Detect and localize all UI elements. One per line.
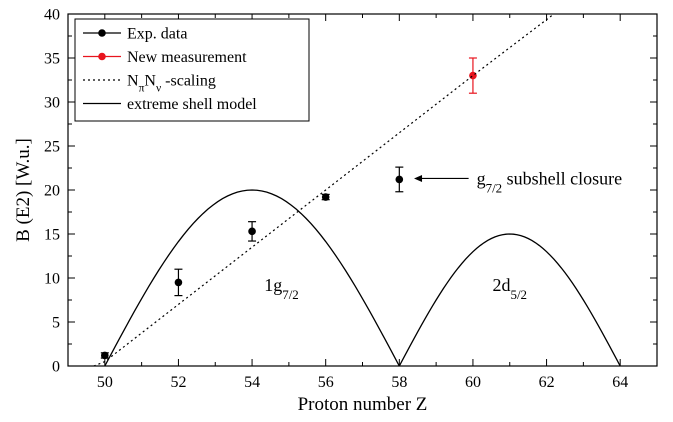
y-tick-label: 40 bbox=[44, 7, 60, 24]
data-point bbox=[174, 278, 183, 287]
y-tick-label: 15 bbox=[44, 227, 60, 244]
y-tick-label: 20 bbox=[44, 183, 60, 200]
orbital-label: 2d5/2 bbox=[492, 275, 527, 302]
legend-swatch-marker bbox=[98, 29, 106, 37]
data-point bbox=[101, 351, 109, 360]
x-tick-label: 52 bbox=[170, 374, 186, 391]
y-tick-label: 10 bbox=[44, 271, 60, 288]
y-tick-label: 35 bbox=[44, 51, 60, 68]
legend-label: extreme shell model bbox=[127, 96, 257, 113]
y-axis-label: B (E2) [W.u.] bbox=[13, 138, 34, 242]
legend-label: NπNν -scaling bbox=[127, 73, 216, 95]
x-tick-label: 60 bbox=[465, 374, 481, 391]
data-point bbox=[321, 193, 330, 201]
data-point bbox=[395, 175, 404, 184]
x-axis-label: Proton number Z bbox=[298, 394, 428, 415]
data-point bbox=[248, 227, 256, 236]
x-tick-label: 64 bbox=[612, 374, 628, 391]
x-tick-label: 54 bbox=[244, 374, 260, 391]
x-tick-label: 58 bbox=[391, 374, 407, 391]
x-tick-label: 56 bbox=[318, 374, 334, 391]
legend-swatch-marker bbox=[98, 52, 106, 61]
y-tick-label: 25 bbox=[44, 139, 60, 156]
x-tick-label: 62 bbox=[539, 374, 555, 391]
y-tick-label: 5 bbox=[52, 315, 60, 332]
annotation-text: g7/2 subshell closure bbox=[477, 168, 623, 195]
scaling-line bbox=[93, 14, 555, 366]
x-tick-label: 50 bbox=[97, 374, 113, 391]
legend-label: Exp. data bbox=[127, 26, 187, 43]
y-tick-label: 30 bbox=[44, 95, 60, 112]
legend: Exp. data New measurement NπNν -scalingext… bbox=[74, 18, 310, 122]
orbital-label: 1g7/2 bbox=[264, 275, 299, 302]
shell-model-curve bbox=[398, 233, 621, 366]
shell-model-curve bbox=[104, 189, 400, 366]
annotation-arrow-head bbox=[414, 174, 423, 182]
plot-area: 50 52 54 56 58 60 62 64 0 5 10 15 20 25 30 35 40 Proton n… bbox=[13, 7, 658, 415]
y-tick-label: 0 bbox=[52, 359, 60, 376]
legend-label: New measurement bbox=[127, 49, 247, 66]
